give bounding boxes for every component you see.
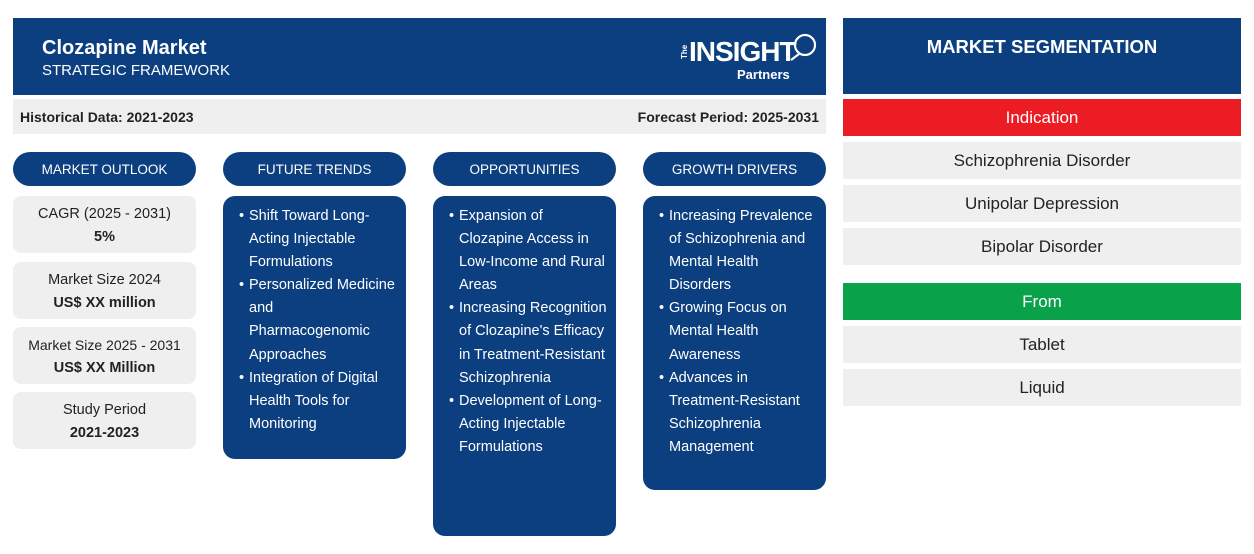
future-trends-header: FUTURE TRENDS bbox=[223, 152, 406, 186]
segment-item-unipolar-depression: Unipolar Depression bbox=[843, 185, 1241, 222]
segment-from-header: From bbox=[843, 283, 1241, 320]
stat-value: US$ XX million bbox=[53, 295, 156, 311]
stat-market-size-2024: Market Size 2024 US$ XX million bbox=[13, 262, 196, 319]
growth-drivers-header: GROWTH DRIVERS bbox=[643, 152, 826, 186]
opportunity-item: Increasing Recognition of Clozapine's Ef… bbox=[449, 297, 608, 389]
stat-label: Market Size 2025 - 2031 bbox=[28, 337, 181, 353]
insight-partners-logo: The INSIGHT Partners bbox=[665, 32, 820, 88]
logo-partners-text: Partners bbox=[737, 67, 790, 82]
driver-item: Growing Focus on Mental Health Awareness bbox=[659, 297, 818, 366]
opportunities-header: OPPORTUNITIES bbox=[433, 152, 616, 186]
stat-label: Study Period bbox=[62, 402, 147, 418]
stat-label: Market Size 2024 bbox=[48, 272, 161, 288]
forecast-period: Forecast Period: 2025-2031 bbox=[637, 109, 819, 125]
stat-value: 2021-2023 bbox=[69, 425, 140, 441]
trend-item: Shift Toward Long-Acting Injectable Form… bbox=[239, 205, 398, 274]
market-outlook-header: MARKET OUTLOOK bbox=[13, 152, 196, 186]
logo-the-text: The bbox=[680, 44, 689, 59]
driver-item: Increasing Prevalence of Schizophrenia a… bbox=[659, 205, 818, 297]
stat-study-period: Study Period 2021-2023 bbox=[13, 392, 196, 449]
stat-cagr: CAGR (2025 - 2031) 5% bbox=[13, 196, 196, 253]
opportunity-item: Development of Long-Acting Injectable Fo… bbox=[449, 390, 608, 459]
growth-drivers-panel: Increasing Prevalence of Schizophrenia a… bbox=[643, 196, 826, 490]
lightbulb-icon bbox=[790, 33, 817, 61]
opportunity-item: Expansion of Clozapine Access in Low-Inc… bbox=[449, 205, 608, 297]
segment-item-schizophrenia: Schizophrenia Disorder bbox=[843, 142, 1241, 179]
segment-indication-header: Indication bbox=[843, 99, 1241, 136]
segment-item-liquid: Liquid bbox=[843, 369, 1241, 406]
page-subtitle: STRATEGIC FRAMEWORK bbox=[42, 62, 231, 79]
period-bar: Historical Data: 2021-2023 Forecast Peri… bbox=[13, 99, 826, 134]
stat-market-size-forecast: Market Size 2025 - 2031 US$ XX Million bbox=[13, 327, 196, 384]
segmentation-title: MARKET SEGMENTATION bbox=[843, 18, 1241, 94]
header-banner: Clozapine Market STRATEGIC FRAMEWORK The… bbox=[13, 18, 826, 95]
stat-value: 5% bbox=[94, 229, 115, 245]
historical-period: Historical Data: 2021-2023 bbox=[20, 109, 194, 125]
future-trends-panel: Shift Toward Long-Acting Injectable Form… bbox=[223, 196, 406, 459]
logo-insight-text: INSIGHT bbox=[689, 36, 797, 67]
trend-item: Personalized Medicine and Pharmacogenomi… bbox=[239, 274, 398, 366]
segment-item-bipolar-disorder: Bipolar Disorder bbox=[843, 228, 1241, 265]
page-title: Clozapine Market bbox=[42, 37, 207, 59]
stat-label: CAGR (2025 - 2031) bbox=[38, 206, 171, 222]
stat-value: US$ XX Million bbox=[53, 360, 156, 376]
driver-item: Advances in Treatment-Resistant Schizoph… bbox=[659, 367, 818, 459]
segment-item-tablet: Tablet bbox=[843, 326, 1241, 363]
opportunities-panel: Expansion of Clozapine Access in Low-Inc… bbox=[433, 196, 616, 536]
trend-item: Integration of Digital Health Tools for … bbox=[239, 367, 398, 436]
